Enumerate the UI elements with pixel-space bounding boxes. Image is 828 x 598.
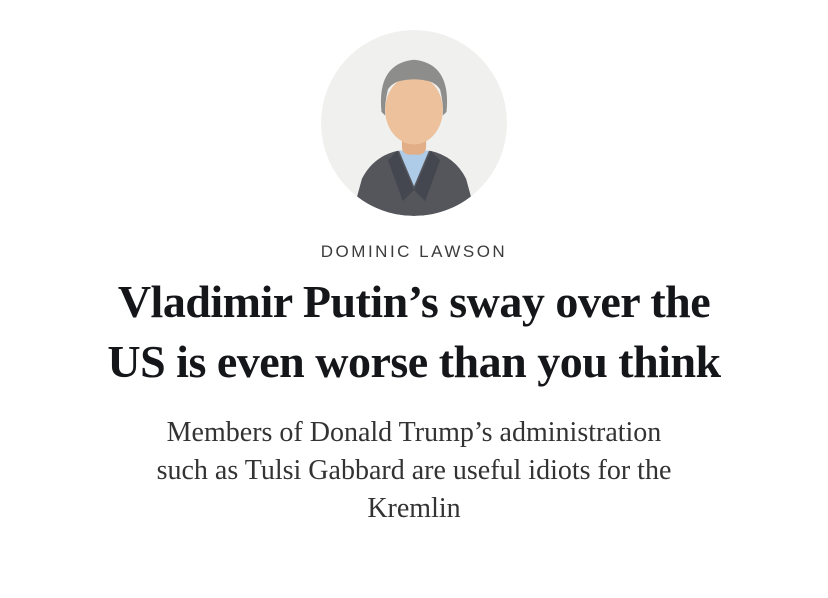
standfirst-line-3: Kremlin: [367, 492, 461, 524]
standfirst-line-2: such as Tulsi Gabbard are useful idiots …: [156, 454, 672, 486]
headline-line-1: Vladimir Putin’s sway over the: [117, 276, 711, 327]
author-portrait-icon: [321, 30, 507, 216]
article-headline: Vladimir Putin’s sway over the US is eve…: [107, 272, 721, 392]
author-avatar[interactable]: [321, 30, 507, 216]
standfirst-line-1: Members of Donald Trump’s administration: [166, 416, 662, 448]
article-standfirst: Members of Donald Trump’s administration…: [157, 414, 672, 528]
author-byline-link[interactable]: DOMINIC LAWSON: [320, 242, 508, 261]
headline-line-2: US is even worse than you think: [107, 335, 721, 387]
